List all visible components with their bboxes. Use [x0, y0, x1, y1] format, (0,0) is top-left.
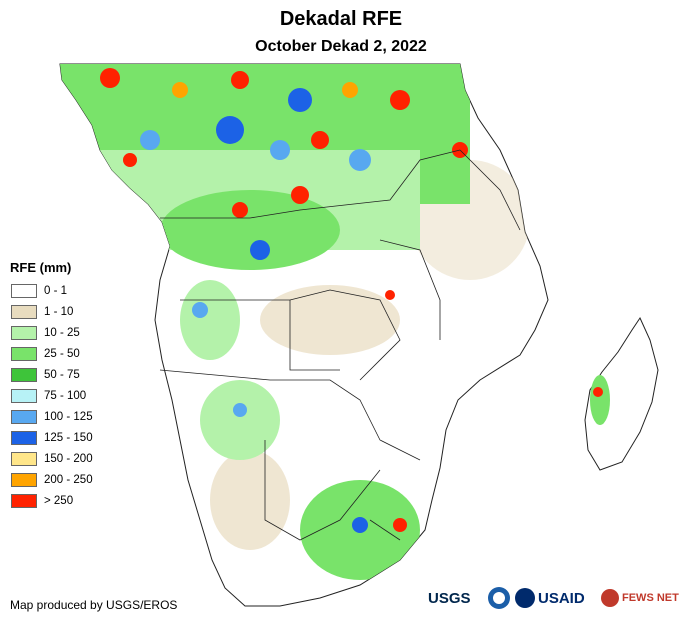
legend-item: 25 - 50 — [11, 343, 80, 364]
legend-swatch — [11, 367, 37, 382]
dry-area-south — [210, 450, 290, 550]
usaid-logo: USAID — [514, 584, 585, 612]
legend-item: 100 - 125 — [11, 406, 93, 427]
legend-label: 10 - 25 — [44, 326, 80, 339]
wet-area-southwest — [200, 380, 280, 460]
legend-label: 50 - 75 — [44, 368, 80, 381]
dry-area-south-central — [260, 285, 400, 355]
usgs-logo: USGS — [428, 589, 471, 607]
legend-label: 25 - 50 — [44, 347, 80, 360]
legend-swatch — [11, 283, 37, 298]
legend-label: 200 - 250 — [44, 473, 93, 486]
legend-label: 1 - 10 — [44, 305, 74, 318]
legend-label: 0 - 1 — [44, 284, 68, 297]
heavy-rain-cells — [100, 68, 468, 533]
wet-area-central-west — [180, 280, 240, 360]
noaa-logo — [487, 584, 511, 612]
madagascar — [584, 316, 659, 471]
legend-label: 150 - 200 — [44, 452, 93, 465]
legend-item: 150 - 200 — [11, 448, 93, 469]
legend-swatch — [11, 304, 37, 319]
legend-item: 200 - 250 — [11, 469, 93, 490]
legend-item: > 250 — [11, 490, 73, 511]
legend-label: 100 - 125 — [44, 410, 93, 423]
legend-swatch — [11, 472, 37, 487]
legend-swatch — [11, 451, 37, 466]
fewsnet-logo: FEWS NET — [600, 584, 679, 612]
legend-item: 10 - 25 — [11, 322, 80, 343]
map-title: Dekadal RFE — [279, 8, 403, 30]
legend-label: > 250 — [44, 494, 74, 507]
rainfall-fill — [60, 64, 530, 580]
legend-swatch — [11, 346, 37, 361]
legend-item: 0 - 1 — [11, 280, 67, 301]
legend-item: 125 - 150 — [11, 427, 93, 448]
legend-label: 125 - 150 — [44, 431, 93, 444]
legend-title: RFE (mm) — [10, 260, 72, 275]
credit-text: Map produced by USGS/EROS — [10, 598, 178, 612]
map-subtitle: October Dekad 2, 2022 — [255, 38, 427, 55]
legend-swatch — [11, 388, 37, 403]
madagascar-rain — [590, 375, 610, 425]
country-borders — [159, 149, 521, 541]
legend-item: 50 - 75 — [11, 364, 80, 385]
legend-item: 1 - 10 — [11, 301, 73, 322]
legend-item: 75 - 100 — [11, 385, 86, 406]
legend-swatch — [11, 430, 37, 445]
legend-swatch — [11, 409, 37, 424]
wet-area-congo — [160, 190, 340, 270]
legend-swatch — [11, 325, 37, 340]
legend-label: 75 - 100 — [44, 389, 87, 402]
legend-swatch — [11, 493, 37, 508]
